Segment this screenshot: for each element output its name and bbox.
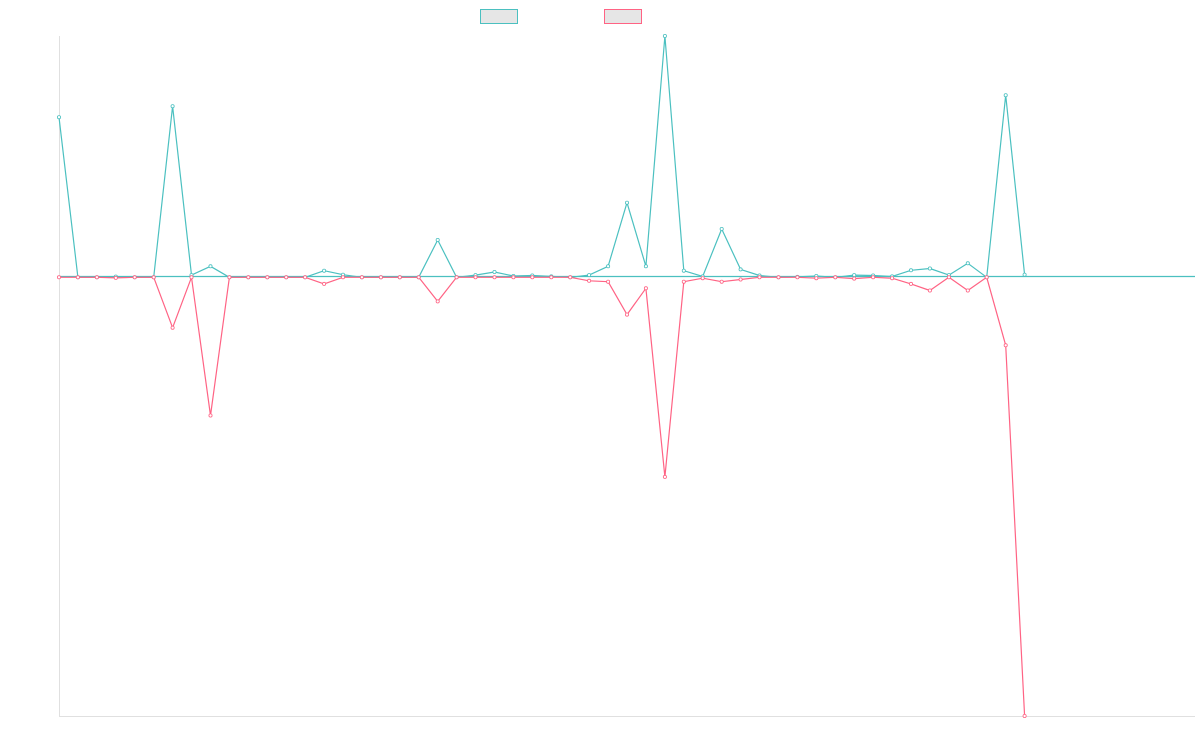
series-2-point[interactable] [814, 276, 819, 281]
series-2-point[interactable] [57, 275, 62, 280]
series-2-point[interactable] [776, 275, 781, 280]
series-2-point[interactable] [587, 278, 592, 283]
series-2-point[interactable] [700, 276, 705, 281]
series-2-point[interactable] [909, 281, 914, 286]
series-1-point[interactable] [719, 226, 724, 231]
series-2-point[interactable] [284, 275, 289, 280]
series-2-point[interactable] [927, 288, 932, 293]
series-1-point[interactable] [852, 273, 857, 278]
series-2-point[interactable] [738, 277, 743, 282]
series-2-point[interactable] [113, 275, 118, 280]
series-layer [57, 34, 1027, 719]
series-2-point[interactable] [719, 279, 724, 284]
series-2-point[interactable] [625, 312, 630, 317]
series-2-point[interactable] [530, 275, 535, 280]
series-2-point[interactable] [359, 275, 364, 280]
series-2-point[interactable] [606, 279, 611, 284]
legend [0, 9, 1200, 27]
series-2-point[interactable] [871, 275, 876, 280]
series-2-point[interactable] [890, 276, 895, 281]
series-2-point[interactable] [322, 281, 327, 286]
series-2-point[interactable] [378, 275, 383, 280]
series-2-point[interactable] [397, 275, 402, 280]
series-2-point[interactable] [227, 275, 232, 280]
series-1-point[interactable] [909, 268, 914, 273]
series-1-point[interactable] [208, 264, 213, 269]
legend-swatch-series-2 [604, 9, 642, 24]
series-2-point[interactable] [965, 288, 970, 293]
series-2-point[interactable] [833, 275, 838, 280]
series-2-point[interactable] [852, 276, 857, 281]
series-1-point[interactable] [587, 273, 592, 278]
series-line-1 [58, 35, 1026, 278]
series-2-point[interactable] [984, 275, 989, 280]
series-2-point[interactable] [151, 275, 156, 280]
legend-item-series-2[interactable] [604, 9, 648, 24]
series-2-point[interactable] [189, 275, 194, 280]
series-2-point[interactable] [946, 275, 951, 280]
series-2-point[interactable] [265, 275, 270, 280]
series-1-point[interactable] [1022, 272, 1027, 277]
series-2-point[interactable] [454, 275, 459, 280]
series-2-point[interactable] [246, 275, 251, 280]
series-2-point[interactable] [208, 413, 213, 418]
series-1-point[interactable] [1003, 93, 1008, 98]
series-1-point[interactable] [965, 261, 970, 266]
series-1-point[interactable] [57, 115, 62, 120]
series-2-point[interactable] [94, 275, 99, 280]
series-2-point[interactable] [511, 275, 516, 280]
series-2-point[interactable] [757, 275, 762, 280]
series-2-point[interactable] [681, 279, 686, 284]
series-2-point[interactable] [170, 325, 175, 330]
series-2-point[interactable] [643, 286, 648, 291]
series-2-point[interactable] [303, 275, 308, 280]
series-2-point[interactable] [416, 275, 421, 280]
series-1-point[interactable] [643, 264, 648, 269]
series-1-point[interactable] [927, 266, 932, 271]
series-1-point[interactable] [170, 104, 175, 109]
series-1-point[interactable] [662, 34, 667, 39]
series-2-point[interactable] [132, 275, 137, 280]
series-1-point[interactable] [738, 267, 743, 272]
series-2-point[interactable] [549, 275, 554, 280]
series-1-point[interactable] [625, 200, 630, 205]
series-2-point[interactable] [75, 275, 80, 280]
series-1-point[interactable] [435, 237, 440, 242]
series-2-point[interactable] [1022, 714, 1027, 719]
legend-swatch-series-1 [480, 9, 518, 24]
series-line-2 [59, 276, 1026, 717]
series-1-point[interactable] [492, 269, 497, 274]
series-1-point[interactable] [606, 264, 611, 269]
legend-item-series-1[interactable] [480, 9, 524, 24]
series-2-point[interactable] [435, 299, 440, 304]
series-2-point[interactable] [568, 275, 573, 280]
series-2-point[interactable] [492, 275, 497, 280]
series-1-point[interactable] [322, 268, 327, 273]
series-2-point[interactable] [1003, 343, 1008, 348]
series-1-point[interactable] [681, 268, 686, 273]
series-2-point[interactable] [662, 474, 667, 479]
series-2-point[interactable] [340, 275, 345, 280]
series-2-point[interactable] [473, 275, 478, 280]
series-2-point[interactable] [795, 275, 800, 280]
